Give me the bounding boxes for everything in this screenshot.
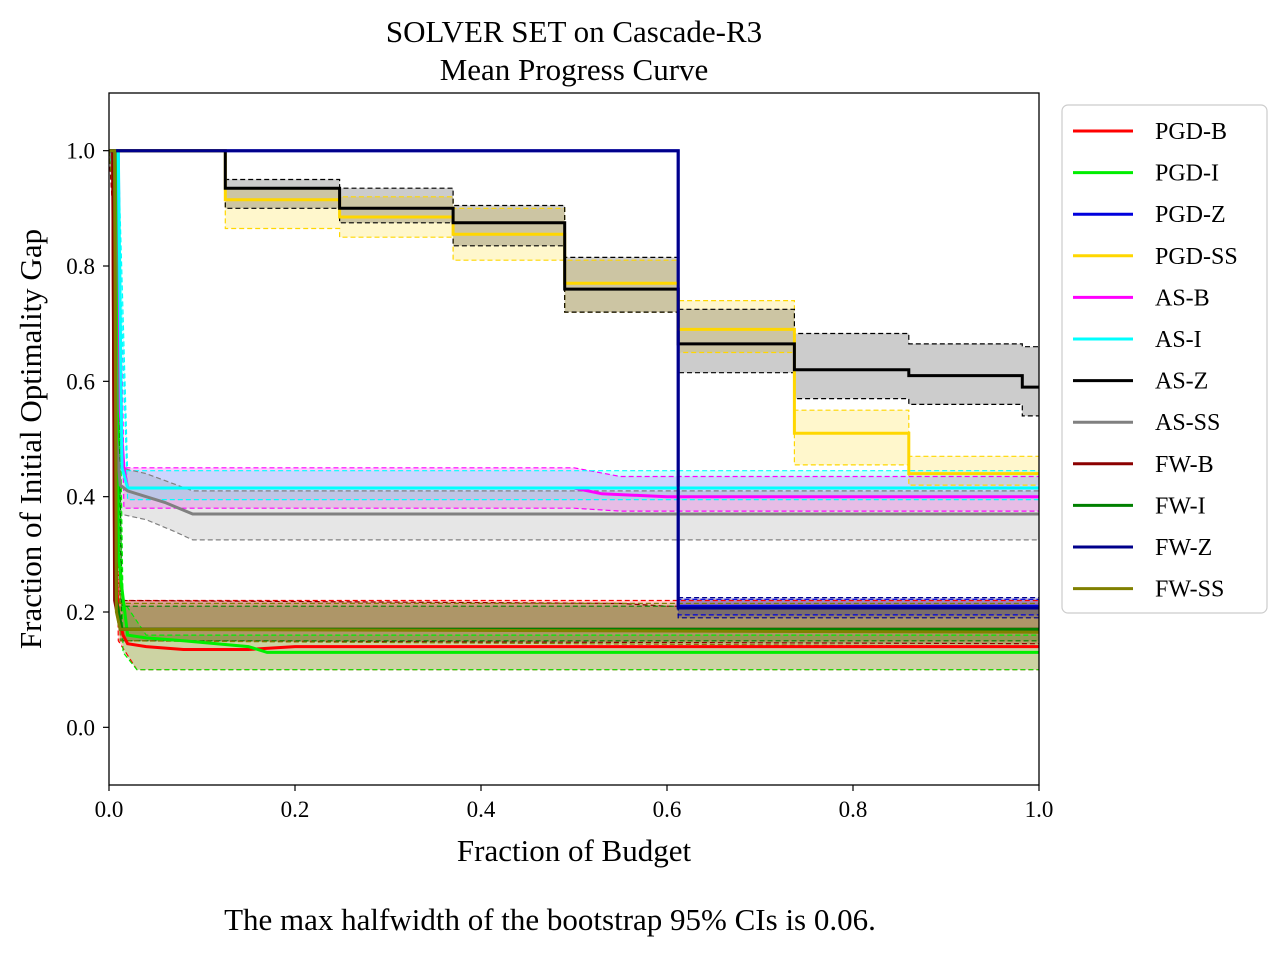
series-line-layer	[109, 149, 1039, 654]
ci-lower-pgd-ss	[109, 150, 1039, 486]
x-axis-label: Fraction of Budget	[457, 833, 692, 868]
legend-label-as-z: AS-Z	[1155, 369, 1208, 395]
plot-area-frame	[108, 92, 1040, 786]
legend-label-pgd-i: PGD-I	[1155, 161, 1219, 187]
series-line-fw-z	[109, 149, 1039, 610]
legend-label-fw-i: FW-I	[1155, 493, 1206, 519]
y-tick-label: 0.4	[66, 485, 95, 510]
ci-lower-as-i	[109, 150, 1039, 501]
x-tick-label: 0.6	[653, 797, 682, 822]
series-line-fw-ss	[109, 149, 1039, 634]
ci-line-layer	[109, 150, 1039, 671]
legend-label-as-i: AS-I	[1155, 327, 1202, 353]
legend: PGD-B PGD-I PGD-Z PGD-SS AS-B AS-I AS-Z AS-SS FW…	[1061, 104, 1268, 614]
legend-label-pgd-ss: PGD-SS	[1155, 244, 1238, 270]
chart-title-line-1: SOLVER SET on Cascade-R3	[386, 14, 762, 49]
ci-upper-as-z	[109, 150, 1039, 348]
y-tick-label: 0.6	[66, 369, 95, 394]
x-tick-label: 0.0	[95, 797, 124, 822]
ci-caption: The max halfwidth of the bootstrap 95% C…	[224, 902, 876, 937]
legend-label-fw-z: FW-Z	[1155, 535, 1212, 561]
legend-label-as-b: AS-B	[1155, 285, 1210, 311]
legend-label-fw-ss: FW-SS	[1155, 577, 1224, 603]
chart-title-line-2: Mean Progress Curve	[440, 52, 709, 87]
y-tick-label: 0.0	[66, 715, 95, 740]
ci-lower-as-z	[109, 150, 1039, 417]
legend-label-fw-b: FW-B	[1155, 452, 1214, 478]
y-tick-label: 0.8	[66, 254, 95, 279]
y-axis-ticks: 0.0 0.2 0.4 0.6 0.8 1.0	[66, 139, 109, 740]
legend-label-pgd-z: PGD-Z	[1155, 202, 1226, 228]
series-line-as-z	[109, 149, 1039, 389]
legend-label-pgd-b: PGD-B	[1155, 119, 1227, 145]
ci-lower-pgd-i	[109, 150, 1039, 671]
legend-label-as-ss: AS-SS	[1155, 410, 1220, 436]
y-tick-label: 1.0	[66, 139, 95, 164]
y-axis-label: Fraction of Initial Optimality Gap	[13, 229, 48, 649]
x-tick-label: 0.8	[839, 797, 868, 822]
ci-band-as-ss	[109, 150, 1039, 540]
ci-band-as-b	[109, 150, 1039, 512]
legend-box	[1061, 104, 1268, 614]
x-tick-label: 0.4	[467, 797, 496, 822]
x-axis-ticks: 0.0 0.2 0.4 0.6 0.8 1.0	[95, 785, 1054, 822]
y-tick-label: 0.2	[66, 600, 95, 625]
ci-band-pgd-ss	[109, 150, 1039, 486]
x-tick-label: 0.2	[281, 797, 310, 822]
x-tick-label: 1.0	[1025, 797, 1054, 822]
